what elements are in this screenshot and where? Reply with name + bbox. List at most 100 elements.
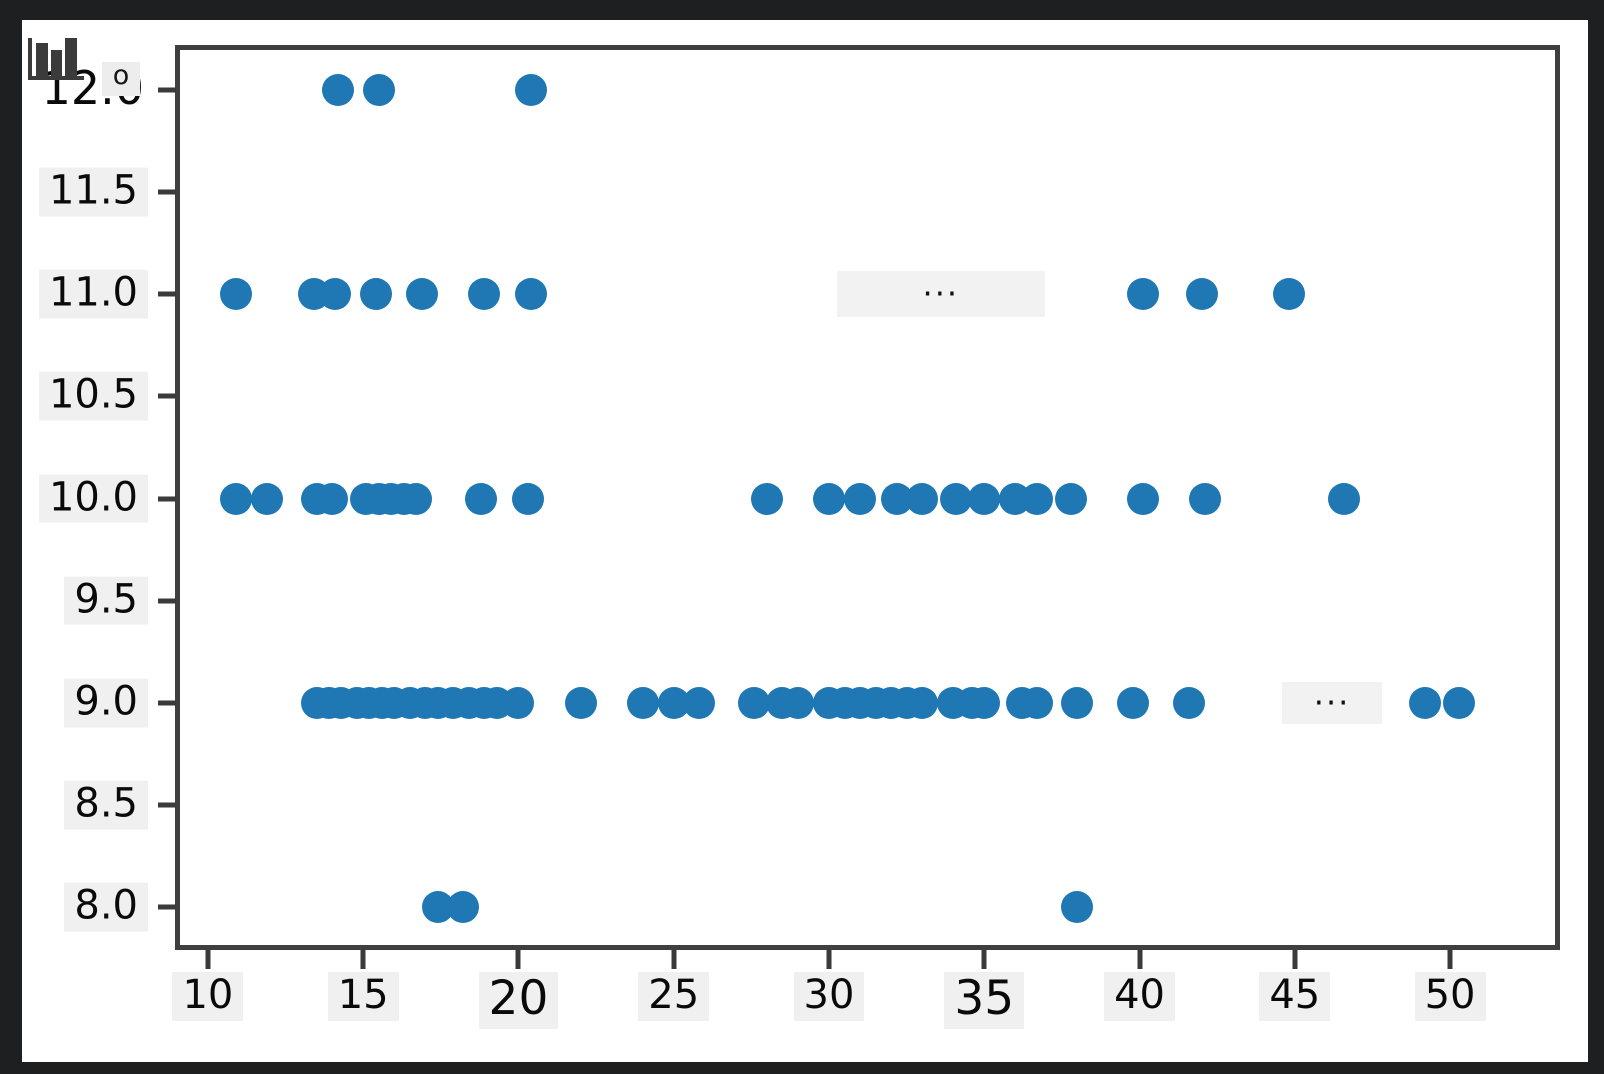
y-tick-mark [158,87,176,93]
x-tick-label: 30 [793,972,865,1021]
x-tick-mark [360,950,366,969]
x-tick-label-wrap: 40 [1060,972,1220,1021]
scatter-point [844,482,877,515]
scatter-point [781,686,814,719]
y-tick-label-wrap: 10.5 [22,371,148,421]
scatter-point [1188,482,1221,515]
x-tick-mark [515,950,521,969]
y-tick-label-wrap: 9.5 [22,576,148,626]
ellipsis-overlay-box: ... [1282,674,1383,724]
y-tick-label: 9.5 [64,576,148,626]
scatter-point [446,891,479,924]
scatter-point [906,686,939,719]
y-tick-label-wrap: 9.0 [22,678,148,728]
y-tick-label-wrap: 11.5 [22,167,148,217]
bar-chart-icon [28,38,84,80]
scatter-point [1443,686,1476,719]
scatter-point [940,482,973,515]
scatter-point [812,482,845,515]
scatter-point [406,278,439,311]
x-tick-label: 40 [1104,972,1175,1021]
y-tick-mark [158,700,176,706]
x-tick-mark [671,950,677,969]
scatter-point [511,482,544,515]
scatter-point [465,482,498,515]
x-tick-mark [1447,950,1453,969]
scatter-point [219,278,252,311]
y-tick-mark [158,904,176,910]
scatter-point [750,482,783,515]
scatter-point [316,482,349,515]
scatter-point [1126,482,1159,515]
scatter-point [626,686,659,719]
y-tick-mark [158,802,176,808]
x-tick-mark [826,950,832,969]
scatter-point [738,686,771,719]
x-tick-label-wrap: 30 [749,972,909,1021]
x-tick-label: 50 [1414,972,1486,1021]
y-tick-label-wrap: 11.0 [22,269,148,319]
scatter-point [1185,278,1218,311]
scatter-point [1021,686,1054,719]
x-tick-mark [1292,950,1298,969]
x-tick-label-wrap: 15 [283,972,443,1021]
x-tick-label: 25 [638,972,710,1021]
scatter-point [1173,686,1206,719]
plot-canvas: 10 15 20 25 30 35 40 45 50 12.0 11.5 11.0 10.5 10.0 9… [22,20,1588,1062]
y-tick-label: 8.5 [64,780,148,830]
scatter-point [1126,278,1159,311]
x-tick-label-wrap: 25 [594,972,754,1021]
scatter-point [906,482,939,515]
scatter-point [322,73,355,106]
scatter-point [399,482,432,515]
x-tick-label: 35 [944,972,1025,1029]
o-overlay-label: o [112,60,130,91]
y-tick-label: 11.0 [38,269,148,319]
scatter-point [968,686,1001,719]
scatter-point [514,278,547,311]
y-tick-label-wrap: 8.0 [22,882,148,932]
x-tick-mark [981,950,987,969]
scatter-point [362,73,395,106]
scatter-point [502,686,535,719]
scatter-point [250,482,283,515]
y-tick-mark [158,496,176,502]
scatter-point [514,73,547,106]
ellipsis-label: ... [922,265,960,304]
scatter-point [1061,891,1094,924]
x-tick-label: 45 [1259,972,1331,1021]
y-tick-label: 8.0 [64,882,148,932]
scatter-point [564,686,597,719]
y-tick-label-wrap: 10.0 [22,474,148,523]
scatter-point [1117,686,1150,719]
x-tick-label-wrap: 50 [1370,972,1530,1021]
scatter-point [468,278,501,311]
scatter-point [968,482,1001,515]
y-tick-label: 9.0 [64,678,148,728]
y-tick-mark [158,291,176,297]
y-tick-label: 10.0 [38,474,148,523]
scatter-point [1061,686,1094,719]
x-tick-label: 20 [478,972,559,1029]
scatter-point [219,482,252,515]
y-tick-label: 10.5 [38,371,148,421]
y-tick-label: 11.5 [38,167,148,217]
y-tick-mark [158,189,176,195]
x-tick-label-wrap: 10 [128,972,288,1021]
scatter-point [1272,278,1305,311]
scatter-point [1055,482,1088,515]
x-tick-label-wrap: 35 [904,972,1064,1029]
x-tick-label: 10 [172,972,244,1021]
x-tick-mark [205,950,211,969]
scatter-point [1328,482,1361,515]
ellipsis-label: ... [1313,674,1351,713]
x-tick-mark [1137,950,1143,969]
scatter-point [319,278,352,311]
y-tick-label-wrap: 8.5 [22,780,148,830]
scatter-point [1409,686,1442,719]
x-tick-label-wrap: 45 [1215,972,1375,1021]
scatter-point [359,278,392,311]
x-tick-label: 15 [327,972,399,1021]
ellipsis-overlay-box: ... [836,266,1045,318]
